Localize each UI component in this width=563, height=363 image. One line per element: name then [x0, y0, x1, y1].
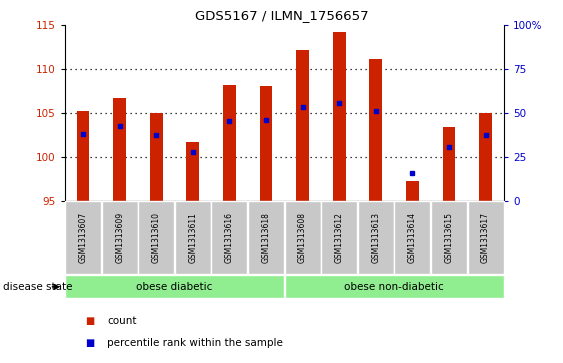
Text: GSM1313607: GSM1313607 [79, 212, 87, 263]
Bar [321, 201, 357, 274]
Bar [468, 201, 503, 274]
Bar [285, 275, 503, 298]
Bar [138, 201, 174, 274]
Bar [431, 201, 467, 274]
Bar [406, 181, 419, 201]
Bar [479, 113, 492, 201]
Text: GSM1313617: GSM1313617 [481, 212, 490, 263]
Bar [395, 201, 430, 274]
Text: obese diabetic: obese diabetic [136, 282, 213, 292]
Text: GSM1313613: GSM1313613 [372, 212, 380, 263]
Bar [77, 111, 90, 201]
Text: GSM1313611: GSM1313611 [189, 212, 197, 263]
Bar [285, 201, 320, 274]
Bar [248, 201, 284, 274]
Text: GSM1313608: GSM1313608 [298, 212, 307, 263]
Bar [443, 127, 455, 201]
Bar [65, 201, 101, 274]
Bar [358, 201, 394, 274]
Bar [260, 86, 272, 201]
Bar [212, 201, 247, 274]
Bar [102, 201, 137, 274]
Bar [113, 98, 126, 201]
Text: GSM1313610: GSM1313610 [152, 212, 160, 263]
Text: GDS5167 / ILMN_1756657: GDS5167 / ILMN_1756657 [195, 9, 368, 22]
Bar [223, 85, 236, 201]
Text: GSM1313609: GSM1313609 [115, 212, 124, 263]
Text: GSM1313612: GSM1313612 [335, 212, 343, 263]
Text: percentile rank within the sample: percentile rank within the sample [107, 338, 283, 348]
Text: ■: ■ [86, 338, 95, 348]
Text: GSM1313618: GSM1313618 [262, 212, 270, 263]
Bar [186, 142, 199, 201]
Text: GSM1313615: GSM1313615 [445, 212, 453, 263]
Text: count: count [107, 316, 136, 326]
Text: GSM1313614: GSM1313614 [408, 212, 417, 263]
Bar [296, 50, 309, 201]
Bar [175, 201, 211, 274]
Bar [333, 32, 346, 201]
Text: GSM1313616: GSM1313616 [225, 212, 234, 263]
Bar [369, 59, 382, 201]
Text: disease state: disease state [3, 282, 72, 292]
Bar [65, 275, 284, 298]
Bar [150, 113, 163, 201]
Text: ■: ■ [86, 316, 95, 326]
Text: obese non-diabetic: obese non-diabetic [344, 282, 444, 292]
